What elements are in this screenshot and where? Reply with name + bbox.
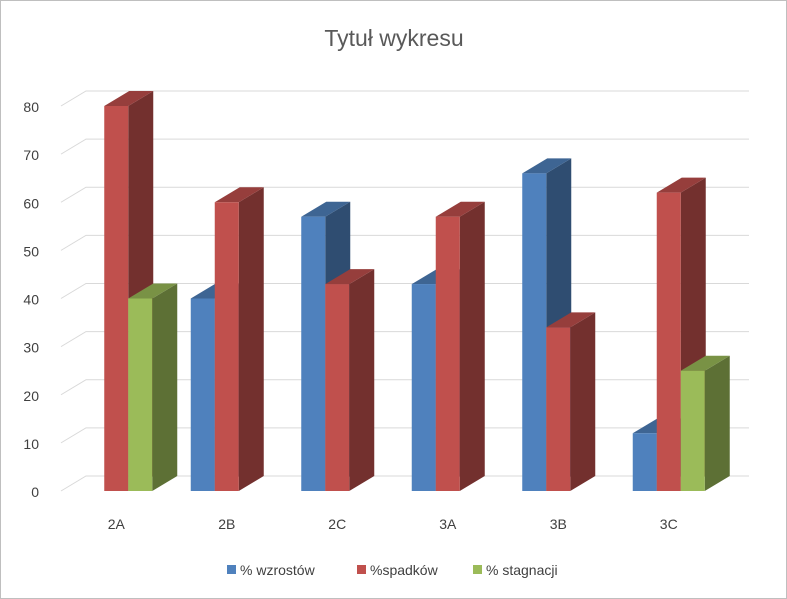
gridline (60, 186, 749, 203)
bars (104, 91, 730, 491)
gridlines (60, 90, 749, 492)
x-tick-label: 2B (218, 516, 235, 532)
y-tick-label: 60 (23, 195, 39, 211)
legend-item: % stagnacji (473, 562, 558, 578)
y-tick-label: 10 (23, 436, 39, 452)
x-tick-label: 3A (439, 516, 457, 532)
bar (128, 283, 178, 491)
y-tick-label: 20 (23, 388, 39, 404)
y-tick-label: 40 (23, 292, 39, 308)
legend-item: %spadków (357, 562, 439, 578)
bar (546, 312, 596, 491)
x-axis-ticks: 2A 2B 2C 3A 3B 3C (108, 516, 678, 532)
gridline (60, 90, 749, 107)
bar (214, 187, 264, 491)
bar (680, 355, 730, 491)
bar (435, 201, 485, 491)
y-tick-label: 50 (23, 243, 39, 259)
legend-swatch (227, 565, 236, 574)
x-tick-label: 2C (328, 516, 346, 532)
x-tick-label: 3C (660, 516, 678, 532)
x-tick-label: 2A (108, 516, 126, 532)
legend-label: % wzrostów (240, 562, 316, 578)
gridline (60, 138, 749, 155)
x-tick-label: 3B (550, 516, 567, 532)
y-tick-label: 70 (23, 147, 39, 163)
bar (325, 269, 375, 491)
legend-item: % wzrostów (227, 562, 316, 578)
y-axis-ticks: 0 10 20 30 40 50 60 70 80 (23, 99, 39, 500)
y-tick-label: 30 (23, 340, 39, 356)
chart-title: Tytuł wykresu (324, 25, 463, 51)
legend-label: %spadków (370, 562, 439, 578)
y-tick-label: 80 (23, 99, 39, 115)
legend-label: % stagnacji (486, 562, 558, 578)
legend-swatch (357, 565, 366, 574)
y-tick-label: 0 (31, 484, 39, 500)
gridline (60, 234, 749, 251)
legend: % wzrostów %spadków % stagnacji (227, 562, 558, 578)
legend-swatch (473, 565, 482, 574)
